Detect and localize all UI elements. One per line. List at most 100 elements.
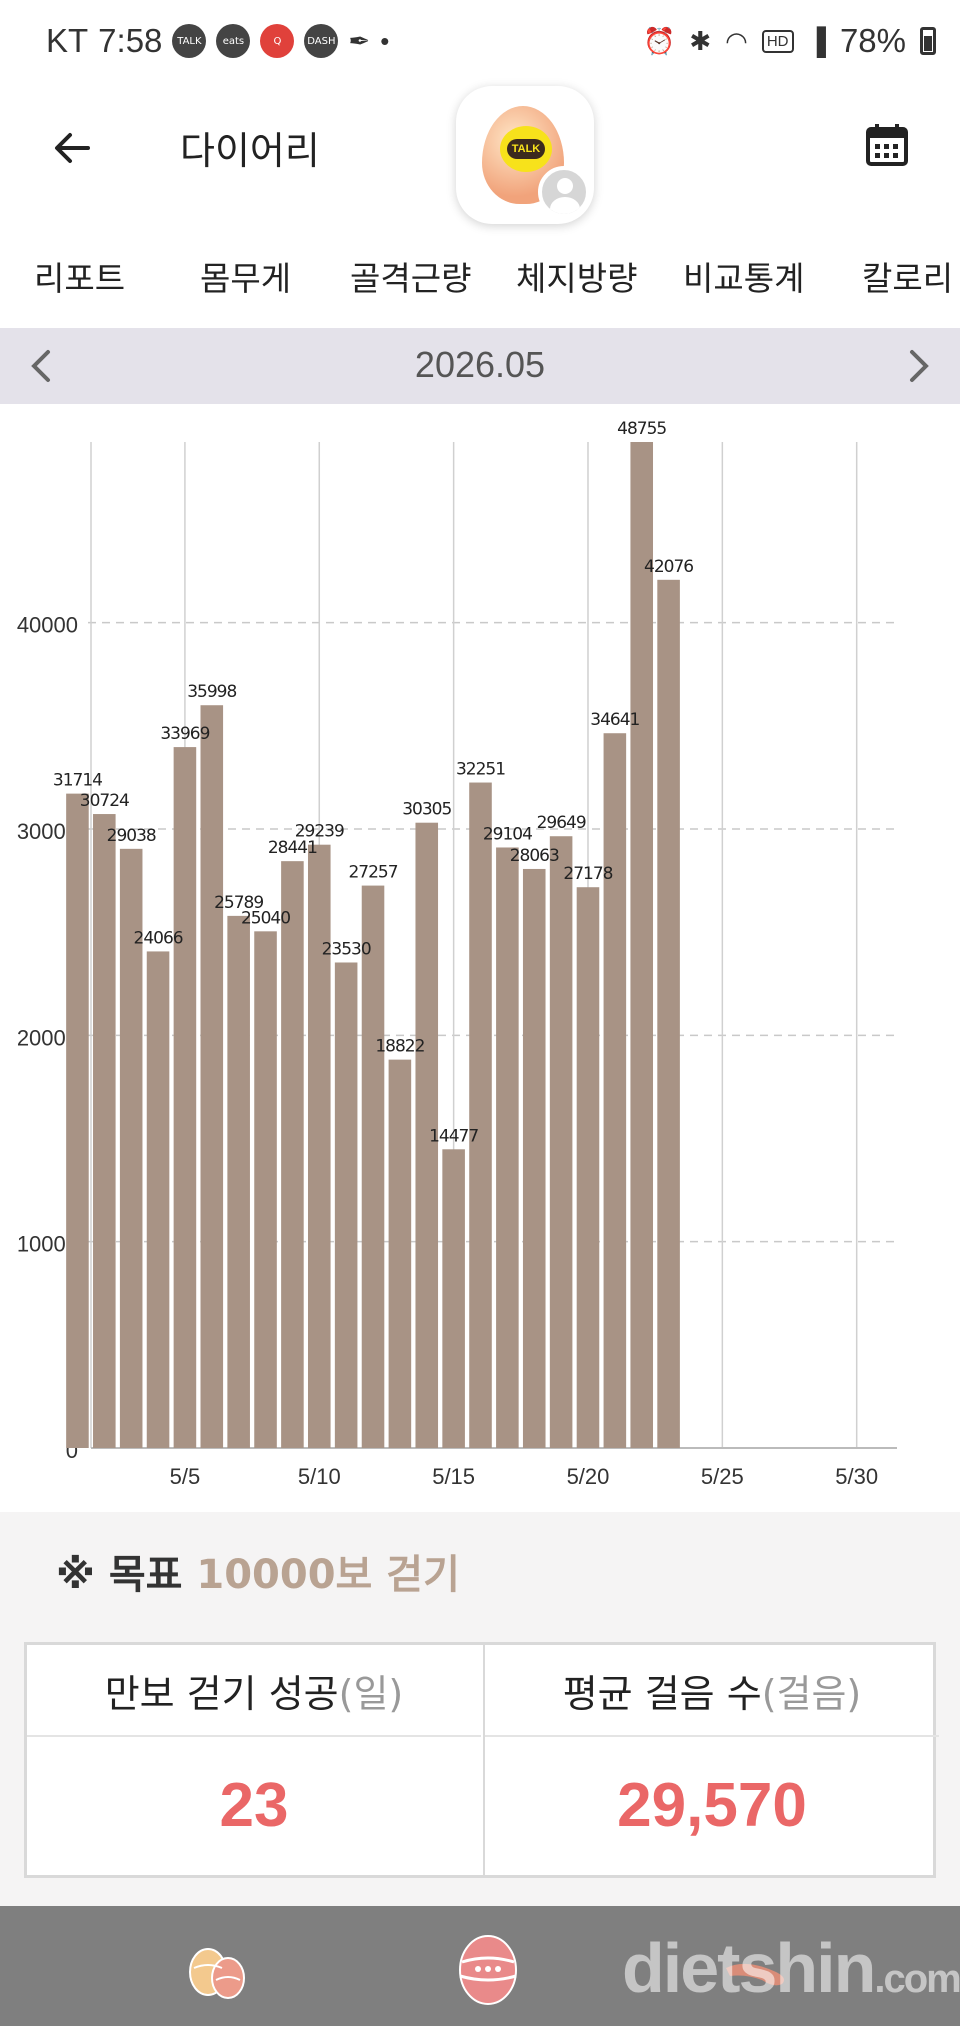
carrier-label: KT (46, 22, 89, 59)
bar-value-label: 27178 (563, 864, 612, 884)
battery-percent: 78% (839, 22, 906, 59)
kakaotalk-badge-icon: TALK (500, 126, 552, 172)
bar-value-label: 31714 (53, 771, 102, 791)
nav-egg-button[interactable] (448, 1928, 528, 2008)
bar (334, 962, 358, 1448)
bar-value-label: 28063 (510, 846, 559, 866)
x-tick-label: 5/20 (567, 1464, 610, 1489)
bar (200, 705, 224, 1448)
bar-value-label: 29239 (295, 822, 344, 842)
dietshin-watermark: dietshin.com (622, 1929, 960, 2007)
bottom-navigation: dietshin.com (0, 1906, 960, 2026)
tab-body-fat[interactable]: 체지방량 (516, 259, 638, 298)
tab-calories[interactable]: 칼로리 (862, 259, 954, 298)
bar (603, 733, 627, 1448)
next-month-button[interactable] (904, 346, 934, 386)
bar (630, 442, 654, 1448)
status-time: 7:58 (98, 22, 163, 59)
bar-value-label: 25040 (241, 908, 290, 928)
goal-text: ※ 목표 10000보 걷기 (56, 1542, 460, 1600)
bar-value-label: 18822 (375, 1037, 424, 1057)
bar (576, 887, 600, 1448)
bird-notification-icon: ✒ (348, 25, 371, 56)
profile-avatar[interactable]: TALK (456, 86, 594, 224)
bar (522, 868, 546, 1448)
bar (254, 931, 277, 1448)
status-bar: KT 7:58 TALK eats Q DASH ✒ • ⏰ ✱ ◠ HD ▐ … (0, 0, 960, 86)
average-steps-cell: 평균 걸음 수 (걸음) 29,570 (483, 1645, 939, 1875)
bar-value-label: 29038 (107, 826, 156, 846)
bar-value-label: 42076 (644, 557, 693, 577)
eggs-icon (189, 1948, 245, 1999)
tab-report[interactable]: 리포트 (34, 259, 126, 298)
chicken-leg-icon (726, 1963, 784, 1986)
bar-value-label: 48755 (617, 419, 666, 439)
battery-icon (920, 27, 936, 55)
tab-comparison-stats[interactable]: 비교통계 (683, 259, 805, 298)
x-tick-label: 5/15 (432, 1464, 475, 1489)
bar (66, 793, 89, 1448)
decorated-egg-icon (459, 1935, 517, 2005)
dash-notification-icon: DASH (304, 24, 339, 58)
bar (227, 915, 250, 1448)
nav-more-button[interactable] (716, 1928, 796, 2008)
bar (93, 814, 116, 1448)
chevron-left-icon (31, 350, 50, 382)
tab-muscle-mass[interactable]: 골격근량 (350, 259, 472, 298)
stats-table: 만보 걷기 성공 (일) 23 평균 걸음 수 (걸음) 29,570 (24, 1642, 939, 1878)
bar (496, 847, 519, 1448)
bar (281, 861, 304, 1448)
bar-value-label: 30724 (80, 791, 129, 811)
bar (657, 579, 680, 1448)
bar (307, 844, 331, 1448)
x-tick-label: 5/5 (170, 1464, 201, 1489)
steps-chart: 0 10000 20000 30000 40000 31714 30724 29038 2406… (0, 404, 960, 1512)
calendar-button[interactable] (864, 122, 910, 168)
bar (119, 848, 143, 1448)
steps-bar-chart: 0100002000030000400003171430724290382406… (17, 419, 897, 1489)
tab-weight[interactable]: 몸무게 (200, 259, 292, 298)
app-header: 다이어리 TALK (0, 86, 960, 246)
y-tick-label: 40000 (17, 613, 78, 638)
bar (388, 1059, 412, 1448)
goal-prefix: ※ 목표 (56, 1552, 183, 1598)
calendar-icon (866, 124, 908, 166)
x-tick-label: 5/10 (298, 1464, 341, 1489)
bar (469, 782, 492, 1448)
back-button[interactable] (48, 124, 96, 172)
profile-person-icon (538, 166, 590, 218)
page-title: 다이어리 (180, 129, 320, 173)
eats-notification-icon: eats (216, 24, 251, 58)
month-navigator: 2026.05 (0, 328, 960, 404)
bar (415, 822, 439, 1448)
success-days-cell: 만보 걷기 성공 (일) 23 (27, 1645, 481, 1875)
chevron-right-icon (910, 350, 929, 382)
bar (549, 836, 573, 1448)
bar-value-label: 35998 (187, 682, 236, 702)
success-days-value: 23 (219, 1770, 289, 1840)
bluetooth-icon: ✱ (689, 25, 712, 56)
kakaotalk-notification-icon: TALK (172, 24, 207, 58)
bar (146, 951, 170, 1448)
previous-month-button[interactable] (26, 346, 56, 386)
average-steps-value: 29,570 (617, 1770, 807, 1840)
signal-icon: ▐ (807, 25, 826, 56)
bar-value-label: 34641 (590, 710, 639, 730)
bar-value-label: 33969 (160, 724, 209, 744)
bar (361, 885, 385, 1448)
x-tick-label: 5/30 (835, 1464, 878, 1489)
month-label: 2026.05 (414, 344, 546, 385)
goal-section: ※ 목표 10000보 걷기 만보 걷기 성공 (일) 23 평균 걸음 수 (걸음… (0, 1512, 960, 1906)
bar-value-label: 25789 (214, 893, 263, 913)
q-notification-icon: Q (260, 24, 295, 58)
average-steps-header: 평균 걸음 수 (걸음) (485, 1645, 939, 1737)
bar-value-label: 32251 (456, 760, 505, 780)
more-notifications-dot-icon: • (380, 25, 390, 56)
nav-eggs-button[interactable] (178, 1928, 258, 2008)
success-days-header: 만보 걷기 성공 (일) (27, 1645, 481, 1737)
goal-value: 10000보 걷기 (196, 1552, 460, 1598)
bar (442, 1149, 465, 1448)
category-tabs: 리포트 몸무게 골격근량 체지방량 비교통계 칼로리 (0, 246, 960, 326)
bar-value-label: 23530 (322, 939, 371, 959)
bar-value-label: 27257 (348, 863, 397, 883)
